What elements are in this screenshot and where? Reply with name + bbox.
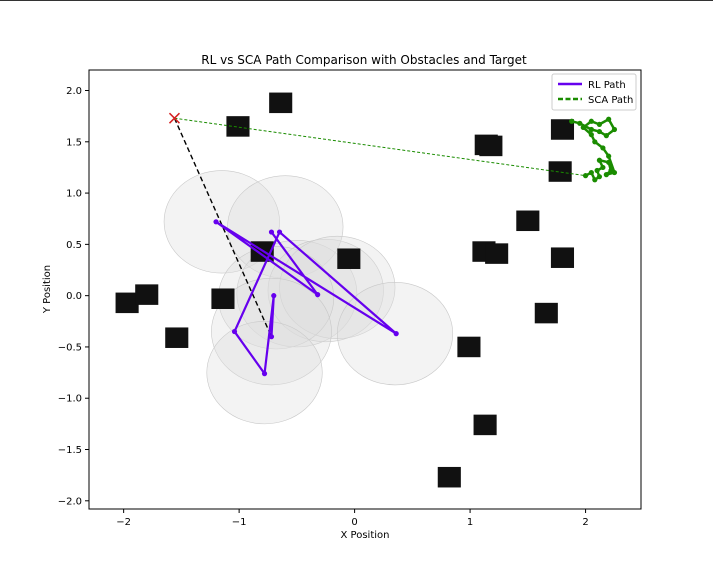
sca-point-25 <box>569 118 575 124</box>
obstacle-12 <box>115 292 139 314</box>
plot-area <box>88 69 642 510</box>
rl-point-1 <box>271 293 277 299</box>
y-axis-label: Y Position <box>42 265 53 314</box>
sca-point-21 <box>603 133 609 139</box>
legend-rl-label: RL Path <box>588 80 626 91</box>
sca-point-2 <box>588 169 594 176</box>
safety-circle-2 <box>236 239 358 348</box>
sca-point-3 <box>592 177 598 183</box>
sca-point-8 <box>606 159 612 165</box>
sca-point-12 <box>606 153 612 159</box>
legend: RL Path SCA Path <box>551 73 637 111</box>
sca-point-16 <box>580 124 586 131</box>
target-marker <box>168 112 180 124</box>
sca-point-6 <box>600 164 606 171</box>
x-tick-label-2: 0 <box>351 517 357 528</box>
obstacle-16 <box>534 302 558 324</box>
obstacle-5 <box>548 161 572 182</box>
obstacles-layer <box>115 92 575 488</box>
sca-point-17 <box>588 118 594 124</box>
obstacle-14 <box>211 288 235 309</box>
y-tick-label-4: 0.0 <box>66 291 82 302</box>
x-ticks: −2 −1 0 1 2 <box>116 509 589 528</box>
sca-point-14 <box>592 139 598 145</box>
obstacle-1 <box>226 116 250 137</box>
x-tick-label-1: −1 <box>232 517 247 528</box>
sca-point-20 <box>611 126 618 133</box>
y-tick-label-3: −0.5 <box>58 342 82 353</box>
obstacle-9 <box>550 247 575 268</box>
sca-point-15 <box>588 132 594 138</box>
rl-point-0 <box>268 334 275 340</box>
obstacle-8 <box>485 243 509 264</box>
y-tick-label-8: 2.0 <box>66 86 82 97</box>
obstacle-11 <box>337 248 361 269</box>
rl-point-4 <box>276 229 283 235</box>
obstacle-13 <box>135 284 159 305</box>
y-tick-label-2: −1.0 <box>58 394 82 405</box>
x-tick-label-0: −2 <box>116 517 131 528</box>
y-tick-label-6: 1.0 <box>66 189 82 200</box>
obstacle-18 <box>473 414 497 436</box>
sca-point-4 <box>596 174 603 180</box>
sca-point-10 <box>603 172 609 178</box>
sca-point-23 <box>588 126 594 133</box>
legend-sca-label: SCA Path <box>588 95 633 106</box>
sca-point-1 <box>582 173 589 179</box>
rl-point-2 <box>261 371 268 377</box>
rl-point-8 <box>268 229 275 235</box>
sca-path-long-segment <box>174 117 586 177</box>
obstacle-19 <box>437 466 461 488</box>
obstacle-15 <box>165 327 189 348</box>
obstacle-17 <box>457 336 481 358</box>
sca-point-18 <box>596 121 603 127</box>
obstacle-0 <box>269 92 293 114</box>
rl-point-6 <box>213 219 219 225</box>
obstacle-6 <box>516 210 540 232</box>
y-tick-label-7: 1.5 <box>66 137 82 148</box>
sca-point-7 <box>596 157 603 163</box>
x-tick-label-3: 1 <box>467 517 473 528</box>
sca-point-19 <box>606 116 612 122</box>
y-tick-label-1: −1.5 <box>58 445 82 456</box>
rl-point-3 <box>231 328 238 335</box>
rl-point-5 <box>393 331 399 337</box>
sca-point-13 <box>600 145 606 151</box>
top-border-line <box>0 0 713 1</box>
sca-point-24 <box>577 120 583 126</box>
obstacle-3 <box>479 135 503 157</box>
chart-title: RL vs SCA Path Comparison with Obstacles… <box>201 53 527 67</box>
y-tick-label-0: −2.0 <box>58 496 82 507</box>
axes-frame <box>88 69 642 510</box>
obstacle-4 <box>550 119 575 140</box>
x-tick-label-4: 2 <box>582 517 588 528</box>
sca-point-5 <box>594 167 600 174</box>
rl-point-7 <box>315 292 321 298</box>
sca-point-22 <box>596 128 603 135</box>
sca-point-11 <box>611 169 618 176</box>
y-tick-label-5: 0.5 <box>66 240 82 251</box>
paths-layer <box>168 112 618 377</box>
y-ticks: −2.0 −1.5 −1.0 −0.5 0.0 0.5 1.0 1.5 2.0 <box>58 86 89 507</box>
x-axis-label: X Position <box>341 530 390 541</box>
